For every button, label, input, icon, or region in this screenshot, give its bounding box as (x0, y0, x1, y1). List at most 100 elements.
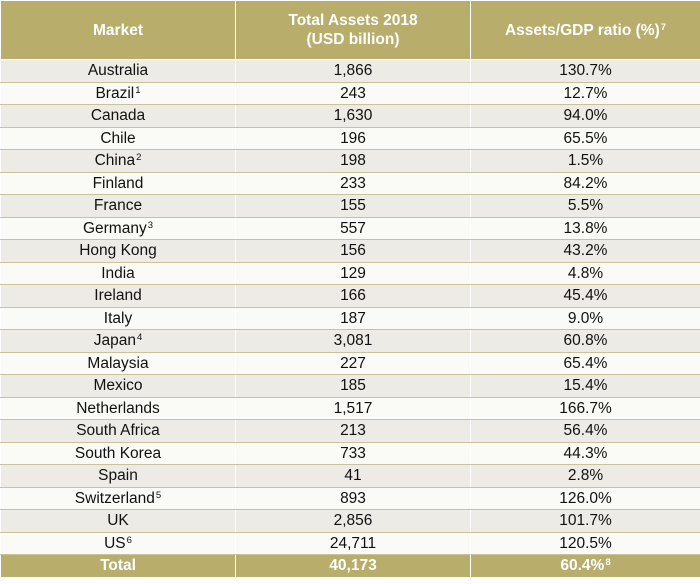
total-label: Total (0, 554, 236, 577)
assets-cell: 41 (235, 464, 471, 488)
market-cell: US6 (0, 532, 236, 555)
ratio-cell: 101.7% (470, 509, 700, 533)
ratio-cell: 12.7% (470, 82, 700, 105)
ratio-cell: 130.7% (470, 59, 700, 83)
market-cell: Chile (0, 127, 236, 150)
ratio-cell: 166.7% (470, 397, 700, 420)
assets-cell: 185 (235, 374, 471, 398)
table-row: Mexico 185 15.4% (0, 374, 700, 398)
table-row: Chile 196 65.5% (0, 127, 700, 150)
market-cell: India (0, 262, 236, 285)
table-row: US6 24,711 120.5% (0, 532, 700, 555)
ratio-cell: 4.8% (470, 262, 700, 285)
footnote-marker: 3 (147, 219, 154, 231)
table-row: Switzerland5 893 126.0% (0, 487, 700, 510)
assets-cell: 557 (235, 217, 471, 240)
market-cell: China2 (0, 149, 236, 173)
assets-cell: 227 (235, 352, 471, 375)
assets-cell: 213 (235, 419, 471, 443)
total-ratio: 60.4%8 (470, 554, 700, 577)
footnote-marker: 7 (660, 21, 667, 33)
assets-cell: 155 (235, 194, 471, 218)
ratio-cell: 60.8% (470, 329, 700, 353)
market-cell: Spain (0, 464, 236, 488)
table-row: Ireland 166 45.4% (0, 284, 700, 308)
header-total-assets: Total Assets 2018 (USD billion) (235, 0, 471, 60)
header-row: Market Total Assets 2018 (USD billion) A… (0, 0, 700, 60)
market-cell: France (0, 194, 236, 218)
table-row: Germany3 557 13.8% (0, 217, 700, 240)
ratio-cell: 2.8% (470, 464, 700, 488)
ratio-cell: 9.0% (470, 307, 700, 330)
market-cell: Australia (0, 59, 236, 83)
assets-cell: 1,866 (235, 59, 471, 83)
market-cell: Germany3 (0, 217, 236, 240)
assets-cell: 166 (235, 284, 471, 308)
table-row: Italy 187 9.0% (0, 307, 700, 330)
ratio-cell: 126.0% (470, 487, 700, 510)
ratio-cell: 120.5% (470, 532, 700, 555)
ratio-cell: 44.3% (470, 442, 700, 465)
footnote-marker: 2 (136, 152, 142, 163)
table-row: India 129 4.8% (0, 262, 700, 285)
market-cell: South Africa (0, 419, 236, 443)
footnote-marker: 8 (605, 557, 611, 568)
market-cell: Ireland (0, 284, 236, 308)
table-row: Brazil1 243 12.7% (0, 82, 700, 105)
table-row: Canada 1,630 94.0% (0, 104, 700, 128)
table-row: France 155 5.5% (0, 194, 700, 218)
market-cell: Hong Kong (0, 239, 236, 263)
assets-cell: 156 (235, 239, 471, 263)
table-row: Malaysia 227 65.4% (0, 352, 700, 375)
table-row: South Korea 733 44.3% (0, 442, 700, 465)
ratio-cell: 65.5% (470, 127, 700, 150)
assets-cell: 24,711 (235, 532, 471, 555)
assets-cell: 3,081 (235, 329, 471, 353)
table-row: Finland 233 84.2% (0, 172, 700, 195)
market-cell: UK (0, 509, 236, 533)
ratio-cell: 5.5% (470, 194, 700, 218)
table-row: Spain 41 2.8% (0, 464, 700, 488)
market-cell: Japan4 (0, 329, 236, 353)
footnote-marker: 5 (155, 489, 162, 501)
market-cell: Brazil1 (0, 82, 236, 105)
table-row: South Africa 213 56.4% (0, 419, 700, 443)
market-cell: Canada (0, 104, 236, 128)
table-row: Netherlands 1,517 166.7% (0, 397, 700, 420)
footnote-marker: 6 (126, 534, 132, 546)
market-cell: Finland (0, 172, 236, 195)
total-row: Total 40,173 60.4%8 (0, 554, 700, 577)
market-cell: South Korea (0, 442, 236, 465)
table-row: China2 198 1.5% (0, 149, 700, 173)
assets-cell: 2,856 (235, 509, 471, 533)
table-body: Australia 1,866 130.7% Brazil1 243 12.7% Canad… (0, 59, 700, 555)
total-assets: 40,173 (235, 554, 471, 577)
ratio-cell: 56.4% (470, 419, 700, 443)
header-assets-line1: Total Assets 2018 (288, 12, 418, 29)
ratio-cell: 65.4% (470, 352, 700, 375)
assets-cell: 1,517 (235, 397, 471, 420)
assets-cell: 243 (235, 82, 471, 105)
footnote-marker: 4 (136, 332, 143, 343)
table-row: UK 2,856 101.7% (0, 509, 700, 533)
ratio-cell: 15.4% (470, 374, 700, 398)
assets-cell: 893 (235, 487, 471, 510)
market-cell: Netherlands (0, 397, 236, 420)
header-market: Market (0, 0, 236, 60)
ratio-cell: 1.5% (470, 149, 700, 173)
assets-cell: 198 (235, 149, 471, 173)
ratio-cell: 94.0% (470, 104, 700, 128)
table-row: Japan4 3,081 60.8% (0, 329, 700, 353)
footnote-marker: 1 (135, 84, 141, 96)
table-row: Hong Kong 156 43.2% (0, 239, 700, 263)
assets-cell: 196 (235, 127, 471, 150)
assets-cell: 233 (235, 172, 471, 195)
ratio-cell: 45.4% (470, 284, 700, 308)
market-cell: Italy (0, 307, 236, 330)
assets-cell: 1,630 (235, 104, 471, 128)
ratio-cell: 43.2% (470, 239, 700, 263)
table-row: Australia 1,866 130.7% (0, 59, 700, 83)
assets-cell: 187 (235, 307, 471, 330)
assets-cell: 733 (235, 442, 471, 465)
